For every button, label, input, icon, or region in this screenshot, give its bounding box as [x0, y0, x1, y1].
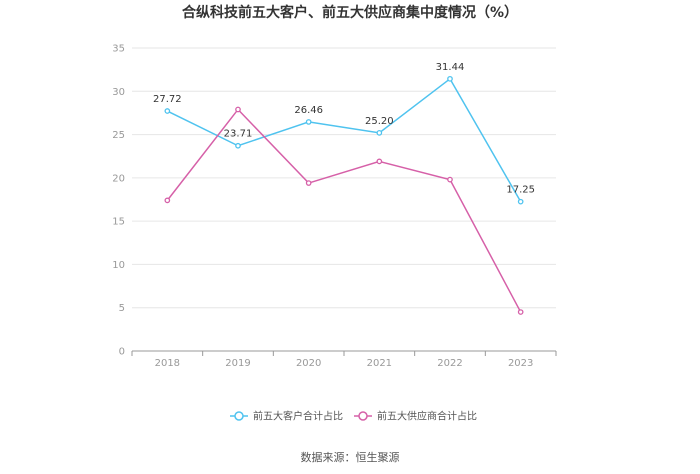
- series-line: [166, 108, 522, 313]
- y-tick-label: 30: [112, 87, 125, 98]
- grid: [132, 47, 556, 309]
- data-point[interactable]: [517, 198, 524, 205]
- series-1: 27.72 23.71 26.46 25.20 31.44 17.25: [153, 62, 535, 205]
- legend-label: 前五大供应商合计占比: [377, 410, 477, 423]
- data-point[interactable]: [235, 142, 241, 149]
- x-axis: [131, 350, 557, 356]
- y-tick-label: 5: [119, 303, 125, 314]
- data-label: 26.46: [294, 105, 323, 116]
- data-point[interactable]: [517, 309, 524, 315]
- data-point[interactable]: [376, 129, 383, 136]
- x-tick-labels: 2018 2019 2020 2021 2022 2023: [155, 358, 534, 369]
- data-point[interactable]: [235, 106, 241, 113]
- y-tick-label: 0: [119, 347, 125, 358]
- x-tick-label: 2019: [225, 358, 250, 369]
- x-tick-label: 2018: [155, 358, 180, 369]
- legend-marker-icon: [358, 411, 368, 421]
- y-tick-label: 15: [112, 217, 125, 228]
- y-tick-label: 10: [112, 260, 125, 271]
- series-2: [164, 106, 524, 315]
- data-label: 27.72: [153, 94, 182, 105]
- y-tick-label: 25: [112, 130, 125, 141]
- x-tick-label: 2022: [437, 358, 462, 369]
- legend-marker-icon: [234, 411, 244, 421]
- data-point[interactable]: [164, 197, 171, 204]
- x-tick-label: 2023: [508, 358, 533, 369]
- y-axis: 0 5 10 15 20 25 30 35: [112, 44, 125, 358]
- data-label: 31.44: [436, 62, 465, 73]
- series-group: 27.72 23.71 26.46 25.20 31.44 17.25: [153, 62, 535, 315]
- y-tick-label: 35: [112, 44, 125, 55]
- legend[interactable]: 前五大客户合计占比 前五大供应商合计占比: [230, 410, 477, 423]
- data-point[interactable]: [447, 176, 453, 183]
- x-tick-label: 2020: [296, 358, 321, 369]
- series-line: [167, 77, 522, 203]
- data-point[interactable]: [376, 158, 383, 165]
- data-label: 23.71: [224, 129, 253, 140]
- source-note: 数据来源：恒生聚源: [301, 450, 400, 464]
- legend-item-1[interactable]: 前五大客户合计占比: [230, 410, 343, 423]
- data-label: 17.25: [506, 185, 535, 196]
- chart-title: 合纵科技前五大客户、前五大供应商集中度情况（%）: [182, 4, 518, 21]
- data-point[interactable]: [447, 75, 453, 82]
- x-tick-label: 2021: [367, 358, 392, 369]
- data-point[interactable]: [305, 119, 312, 125]
- data-label: 25.20: [365, 116, 394, 127]
- legend-item-2[interactable]: 前五大供应商合计占比: [354, 410, 477, 423]
- y-tick-label: 20: [112, 173, 125, 184]
- legend-label: 前五大客户合计占比: [253, 410, 343, 423]
- data-point[interactable]: [305, 180, 312, 186]
- data-point[interactable]: [164, 108, 171, 114]
